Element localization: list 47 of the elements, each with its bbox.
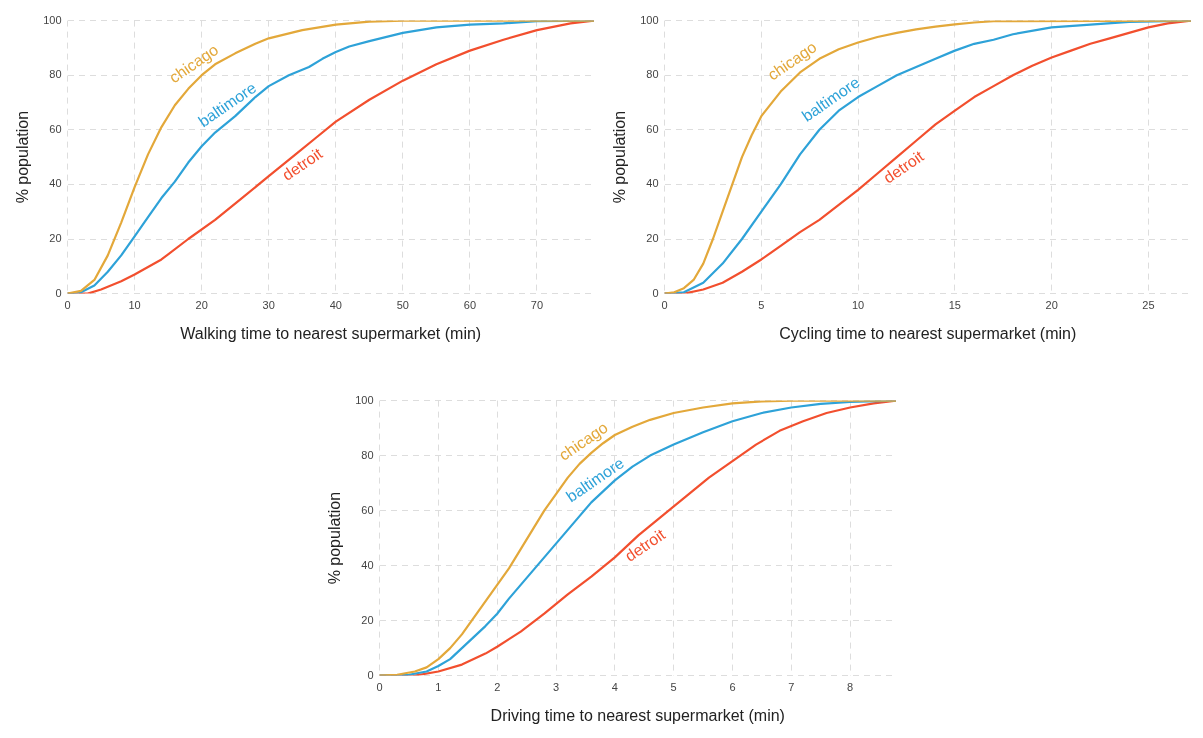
x-axis-title: Cycling time to nearest supermarket (min) xyxy=(779,324,1077,342)
x-tick-label: 6 xyxy=(729,681,736,694)
x-tick-label: 20 xyxy=(195,299,208,312)
x-tick-label: 10 xyxy=(128,299,141,312)
y-tick-label: 0 xyxy=(55,286,62,299)
x-tick-label: 20 xyxy=(1045,299,1058,312)
y-axis-title: % population xyxy=(611,110,629,204)
y-tick-label: 60 xyxy=(49,122,62,135)
y-tick-label: 20 xyxy=(646,232,659,245)
x-tick-label: 10 xyxy=(851,299,865,312)
y-tick-label: 40 xyxy=(361,558,374,571)
y-axis-title: % population xyxy=(14,110,32,204)
y-axis-title: % population xyxy=(326,491,344,585)
x-axis-title: Walking time to nearest supermarket (min) xyxy=(180,324,482,342)
y-tick-label: 0 xyxy=(652,286,659,299)
x-tick-label: 30 xyxy=(262,299,275,312)
y-tick-label: 20 xyxy=(361,613,374,626)
x-tick-label: 0 xyxy=(64,299,71,312)
y-tick-label: 100 xyxy=(43,13,62,26)
x-tick-label: 40 xyxy=(329,299,342,312)
x-tick-label: 15 xyxy=(948,299,961,312)
y-tick-label: 100 xyxy=(355,393,374,406)
y-tick-label: 0 xyxy=(367,668,374,681)
y-tick-label: 80 xyxy=(49,68,62,81)
y-tick-label: 60 xyxy=(361,503,374,516)
x-tick-label: 4 xyxy=(611,681,618,694)
y-tick-label: 60 xyxy=(646,122,659,135)
y-tick-label: 20 xyxy=(49,232,62,245)
x-tick-label: 5 xyxy=(670,681,677,694)
x-tick-label: 25 xyxy=(1142,299,1155,312)
y-tick-label: 80 xyxy=(646,68,659,81)
x-tick-label: 0 xyxy=(661,299,668,312)
x-tick-label: 60 xyxy=(463,299,477,312)
x-axis-title: Driving time to nearest supermarket (min) xyxy=(490,706,785,724)
x-tick-label: 1 xyxy=(435,681,442,694)
y-tick-label: 100 xyxy=(640,13,659,26)
x-tick-label: 0 xyxy=(376,681,383,694)
x-tick-label: 50 xyxy=(396,299,409,312)
x-tick-label: 5 xyxy=(758,299,765,312)
x-tick-label: 8 xyxy=(847,681,854,694)
y-tick-label: 40 xyxy=(49,177,62,190)
x-tick-label: 7 xyxy=(788,681,795,694)
y-tick-label: 80 xyxy=(361,448,374,461)
y-tick-label: 40 xyxy=(646,177,659,190)
x-tick-label: 2 xyxy=(494,681,501,694)
x-tick-label: 3 xyxy=(552,681,560,694)
x-tick-label: 70 xyxy=(530,299,544,312)
